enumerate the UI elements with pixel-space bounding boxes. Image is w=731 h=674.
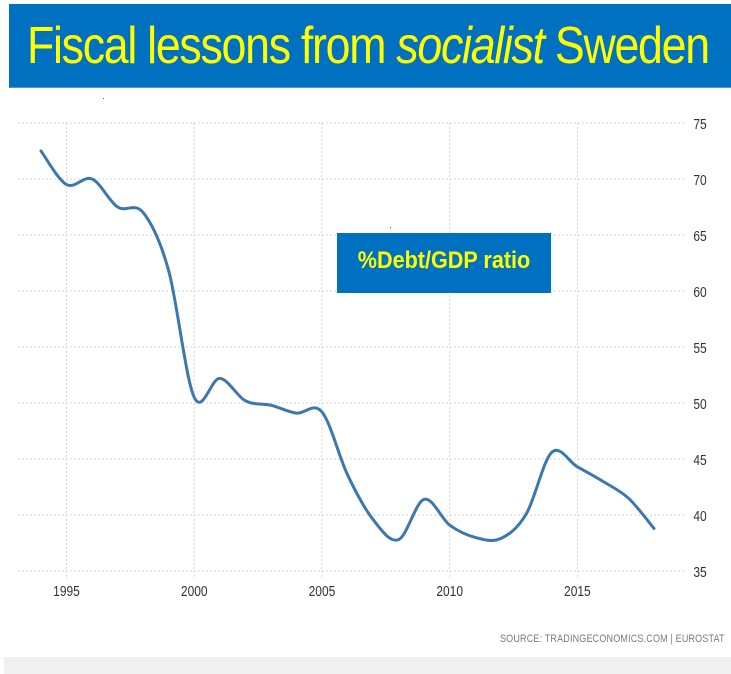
- title-text-italic: socialist: [396, 17, 545, 75]
- y-tick-label: 70: [693, 172, 707, 189]
- footer-bar: [4, 657, 731, 674]
- title-text-part2: Sweden: [543, 17, 710, 75]
- y-gridlines: [18, 122, 685, 572]
- x-tick-label: 1995: [53, 583, 80, 600]
- y-tick-label: 35: [693, 564, 706, 581]
- y-tick-label: 65: [693, 228, 706, 245]
- x-tick-label: 2010: [436, 583, 463, 600]
- title-banner: Fiscal lessons from socialist Sweden: [9, 4, 731, 88]
- ratio-annotation-label: %Debt/GDP ratio: [357, 247, 531, 274]
- y-tick-label: 75: [693, 116, 706, 133]
- title-text-part1: Fiscal lessons from: [27, 17, 397, 75]
- series-line: [39, 149, 656, 542]
- y-tick-label: 55: [693, 340, 706, 357]
- x-gridlines: [66, 123, 578, 577]
- series-group: [39, 149, 656, 542]
- stray-dot: [103, 98, 104, 99]
- page-title: Fiscal lessons from socialist Sweden: [27, 16, 710, 76]
- y-tick-labels: 35 40 45 50 55 60 65 70 75: [693, 116, 707, 581]
- x-tick-label: 2015: [564, 583, 591, 600]
- x-tick-label: 2000: [181, 583, 208, 600]
- source-note: SOURCE: TRADINGECONOMICS.COM | EUROSTAT: [500, 633, 725, 645]
- y-tick-label: 40: [693, 508, 707, 525]
- y-tick-label: 45: [693, 452, 706, 469]
- y-tick-label: 60: [693, 284, 707, 301]
- x-tick-label: 2005: [309, 583, 336, 600]
- stray-dot: [390, 227, 391, 228]
- x-tick-labels: 1995 2000 2005 2010 2015: [53, 583, 591, 600]
- y-tick-label: 50: [693, 396, 707, 413]
- ratio-annotation-box: %Debt/GDP ratio: [337, 233, 551, 293]
